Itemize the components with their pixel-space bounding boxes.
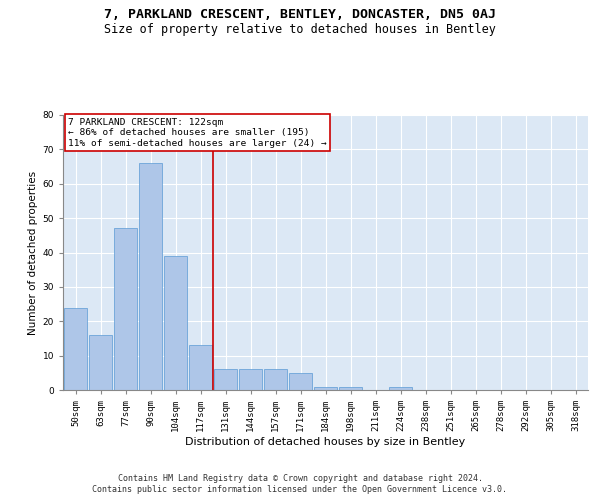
Bar [214, 370, 237, 390]
Bar [289, 373, 312, 390]
Text: Size of property relative to detached houses in Bentley: Size of property relative to detached ho… [104, 22, 496, 36]
Bar [389, 386, 412, 390]
Bar [314, 386, 337, 390]
Text: 7 PARKLAND CRESCENT: 122sqm
← 86% of detached houses are smaller (195)
11% of se: 7 PARKLAND CRESCENT: 122sqm ← 86% of det… [68, 118, 327, 148]
Text: Contains HM Land Registry data © Crown copyright and database right 2024.
Contai: Contains HM Land Registry data © Crown c… [92, 474, 508, 494]
Bar [239, 370, 262, 390]
Bar [339, 386, 362, 390]
Bar [89, 335, 112, 390]
Bar [189, 346, 212, 390]
Y-axis label: Number of detached properties: Number of detached properties [28, 170, 38, 334]
Bar [139, 163, 162, 390]
Bar [64, 308, 87, 390]
Bar [264, 370, 287, 390]
X-axis label: Distribution of detached houses by size in Bentley: Distribution of detached houses by size … [185, 437, 466, 447]
Bar [164, 256, 187, 390]
Text: 7, PARKLAND CRESCENT, BENTLEY, DONCASTER, DN5 0AJ: 7, PARKLAND CRESCENT, BENTLEY, DONCASTER… [104, 8, 496, 20]
Bar [114, 228, 137, 390]
